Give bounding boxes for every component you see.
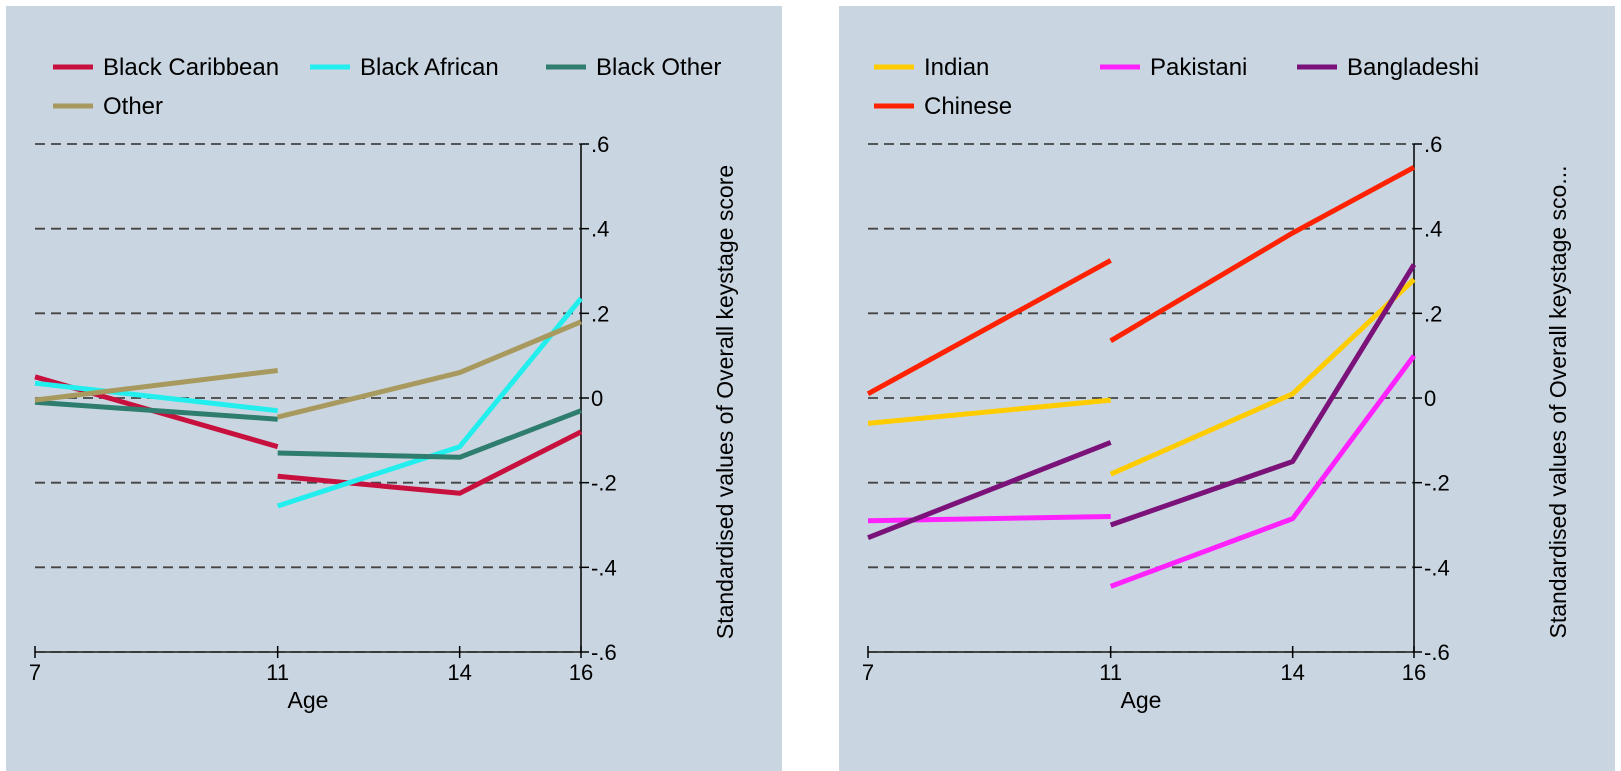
series-line (867, 397, 1111, 426)
series-line (276, 296, 583, 509)
series-line (277, 408, 582, 460)
x-tick-label: 16 (569, 660, 593, 685)
y-tick-label: -.6 (591, 640, 617, 665)
series-line (277, 429, 583, 496)
legend-label: Chinese (924, 93, 1012, 120)
legend-label: Black Caribbean (103, 54, 279, 81)
legend-label: Indian (924, 54, 989, 81)
y-tick-label: -.4 (1424, 555, 1450, 580)
chart-panel-right: Indian Pakistani Bangladeshi Chinese .6 .4 .2 0… (839, 6, 1615, 771)
series-line (277, 319, 582, 420)
x-axis-title: Age (288, 687, 329, 713)
y-axis-title: Standardised values of Overall keystage … (1545, 165, 1571, 638)
y-tick-label: 0 (591, 386, 603, 411)
y-tick-label: .6 (1424, 132, 1442, 157)
chart-right: Indian Pakistani Bangladeshi Chinese .6 .4 .2 0… (839, 6, 1615, 771)
series-line (866, 258, 1112, 396)
x-tick-label: 11 (266, 660, 289, 685)
y-axis-title: Standardised values of Overall keystage … (712, 165, 738, 639)
legend-label: Pakistani (1150, 54, 1247, 81)
chart-background (839, 6, 1615, 771)
y-tick-label: .2 (591, 301, 609, 326)
x-tick-label: 11 (1099, 660, 1122, 685)
x-tick-label: 14 (447, 660, 471, 685)
legend-label: Bangladeshi (1347, 54, 1479, 81)
chart-panel-left: Black Caribbean Black African Black Other O… (6, 6, 782, 771)
x-tick-label: 14 (1280, 660, 1304, 685)
series-line (867, 440, 1112, 541)
y-tick-label: -.2 (1424, 471, 1450, 496)
y-tick-label: -.4 (591, 555, 617, 580)
series-line (34, 399, 278, 422)
y-tick-label: .6 (591, 132, 609, 157)
legend-label: Black Other (596, 54, 721, 81)
y-tick-label: .4 (591, 217, 609, 242)
series-line (34, 368, 279, 403)
y-tick-label: .4 (1424, 217, 1442, 242)
y-tick-label: -.6 (1424, 640, 1450, 665)
x-axis-title: Age (1121, 687, 1162, 713)
series-line (1109, 354, 1417, 589)
legend-label: Black African (360, 54, 499, 81)
x-tick-label: 16 (1402, 660, 1426, 685)
y-tick-label: -.2 (591, 471, 617, 496)
series-line (34, 380, 278, 414)
x-tick-label: 7 (862, 660, 874, 685)
chart-left: Black Caribbean Black African Black Other O… (6, 6, 782, 771)
x-tick-label: 7 (29, 660, 41, 685)
legend-label: Other (103, 93, 163, 120)
series-line (1109, 277, 1416, 477)
y-tick-label: .2 (1424, 301, 1442, 326)
series-line (1109, 165, 1416, 343)
series-line (1109, 263, 1417, 528)
y-tick-label: 0 (1424, 386, 1436, 411)
